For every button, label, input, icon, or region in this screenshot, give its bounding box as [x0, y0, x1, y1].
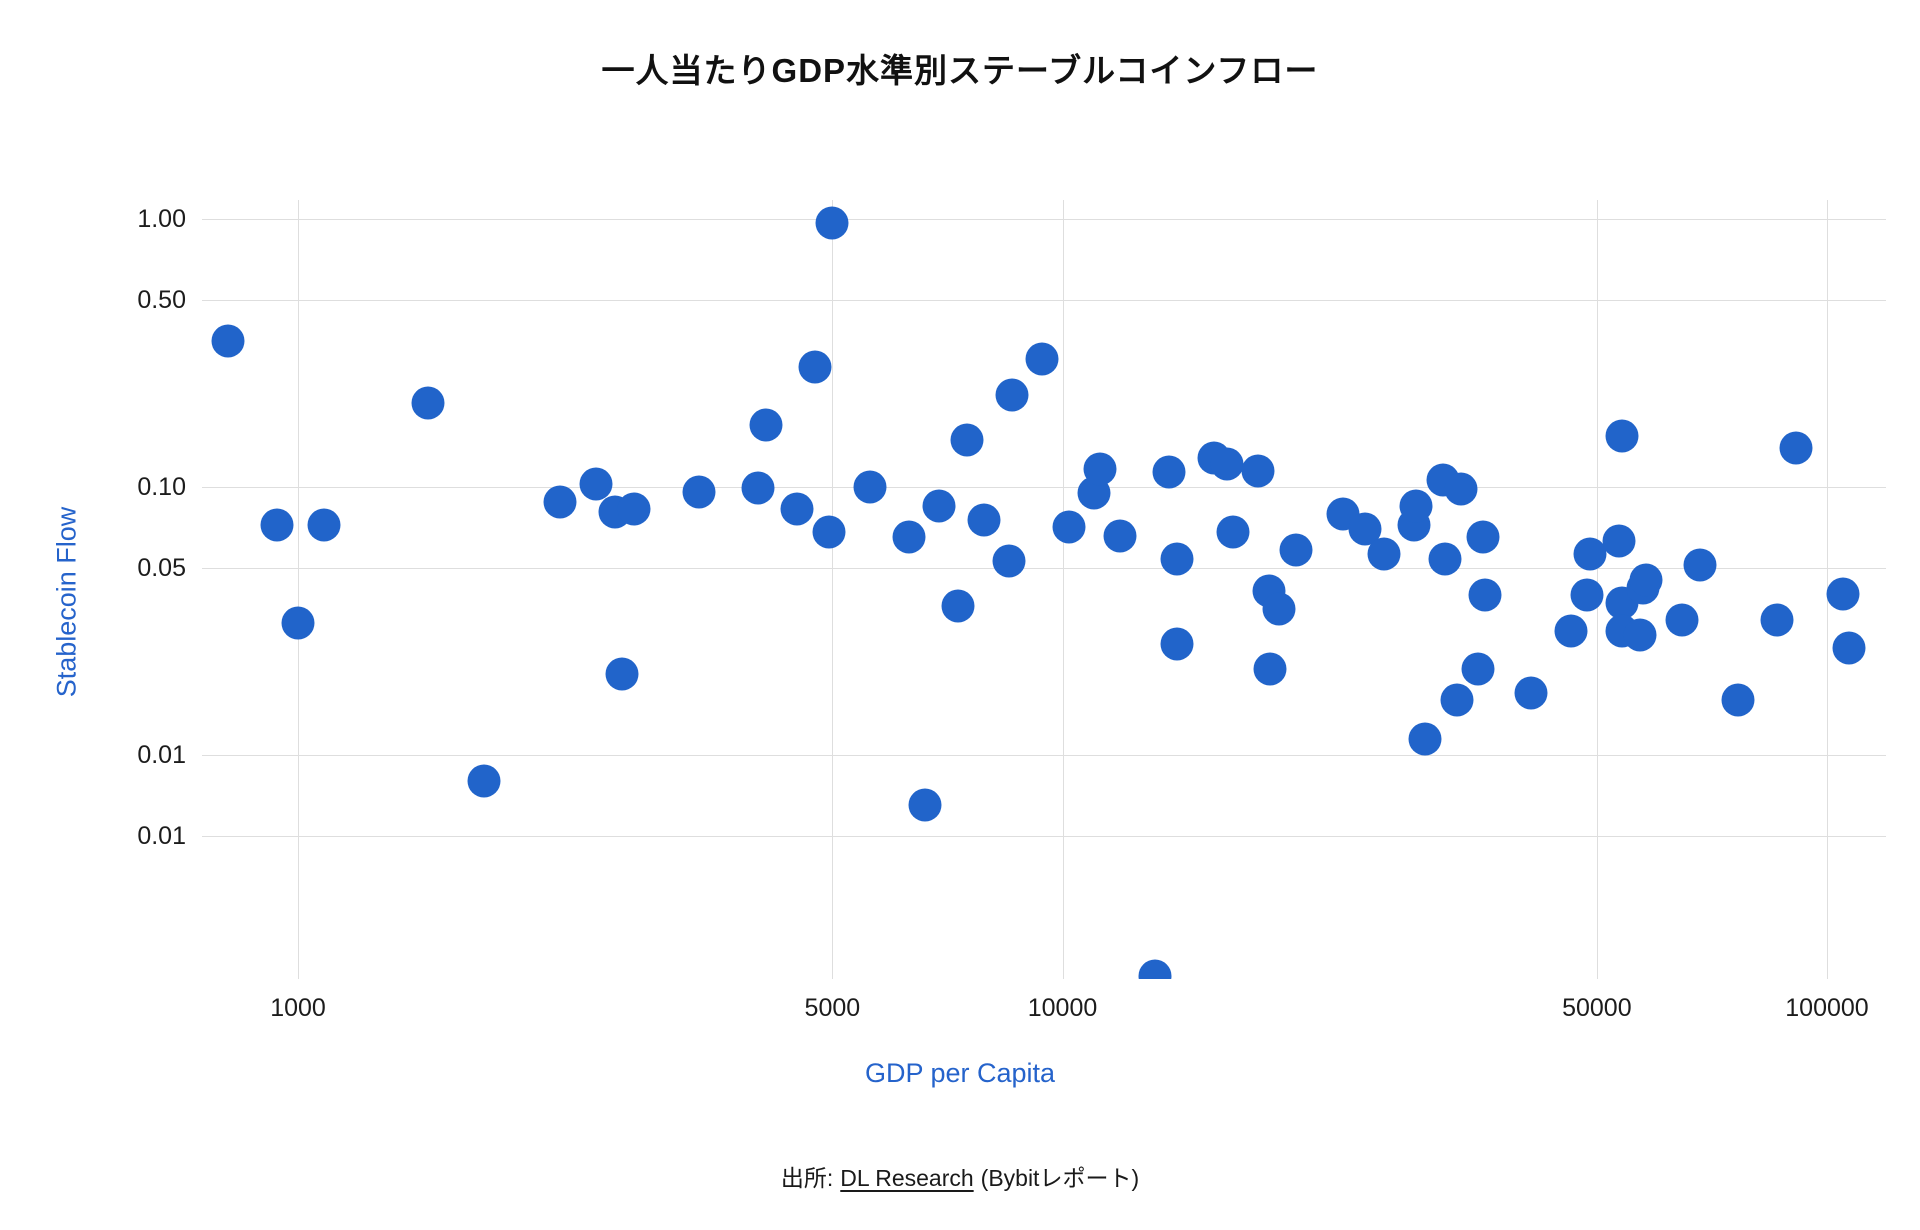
data-point[interactable] — [1160, 542, 1194, 576]
data-point[interactable] — [812, 515, 846, 549]
data-point[interactable] — [1241, 454, 1275, 488]
data-point[interactable] — [780, 492, 814, 526]
data-point[interactable] — [1832, 631, 1866, 665]
data-point[interactable] — [1428, 542, 1461, 576]
data-point[interactable] — [853, 470, 887, 504]
data-point[interactable] — [892, 520, 926, 554]
data-point[interactable] — [1279, 533, 1313, 567]
data-point[interactable] — [617, 492, 651, 526]
data-point[interactable] — [922, 489, 956, 523]
data-point[interactable] — [1138, 959, 1172, 979]
gridline-y — [202, 487, 1886, 488]
x-tick-label: 1000 — [270, 994, 326, 1022]
source-line: 出所: DL Research (Bybitレポート) — [0, 1159, 1920, 1193]
chart-title: 一人当たりGDP水準別ステーブルコインフロー — [601, 52, 1319, 89]
data-point[interactable] — [1629, 563, 1663, 597]
y-tick-label: 0.05 — [137, 553, 186, 582]
gridline-y — [202, 299, 1886, 301]
data-point[interactable] — [815, 206, 849, 240]
data-point[interactable] — [467, 764, 501, 798]
data-point[interactable] — [1683, 548, 1717, 582]
x-tick-label: 5000 — [804, 994, 861, 1022]
data-point[interactable] — [1253, 652, 1287, 686]
gridline-y — [202, 567, 1886, 569]
data-point[interactable] — [1152, 455, 1186, 489]
data-point[interactable] — [1623, 618, 1657, 652]
source-prefix: 出所: — [780, 1165, 834, 1191]
data-point[interactable] — [579, 467, 613, 501]
data-point[interactable] — [1025, 342, 1059, 376]
data-point[interactable] — [908, 788, 942, 822]
y-tick-label: 1.00 — [137, 205, 186, 233]
data-point[interactable] — [1408, 722, 1442, 756]
plot-area — [202, 200, 1886, 979]
data-point[interactable] — [1440, 683, 1474, 717]
gridline-y — [202, 755, 1886, 756]
data-point[interactable] — [281, 606, 315, 640]
data-point[interactable] — [1468, 578, 1502, 612]
data-point[interactable] — [995, 378, 1029, 412]
data-point[interactable] — [1216, 515, 1250, 549]
data-point[interactable] — [682, 475, 716, 509]
y-tick-label: 0.01 — [137, 821, 186, 850]
gridline-x — [1062, 200, 1064, 979]
gridline-x — [832, 200, 834, 979]
x-tick-label: 50000 — [1562, 994, 1632, 1022]
data-point[interactable] — [1605, 419, 1639, 453]
x-tick-label: 10000 — [1027, 994, 1098, 1022]
data-point[interactable] — [1466, 520, 1500, 554]
data-point[interactable] — [967, 503, 1001, 537]
data-point[interactable] — [307, 508, 341, 542]
x-tick-label: 100000 — [1785, 994, 1869, 1022]
data-point[interactable] — [1514, 676, 1548, 710]
data-point[interactable] — [1367, 537, 1401, 571]
data-point[interactable] — [749, 408, 783, 442]
data-point[interactable] — [1399, 489, 1433, 523]
data-point[interactable] — [1570, 578, 1604, 612]
data-point[interactable] — [950, 423, 984, 457]
data-point[interactable] — [1103, 519, 1137, 553]
x-axis-title: GDP per Capita — [864, 1058, 1056, 1088]
data-point[interactable] — [1210, 447, 1244, 481]
source-suffix: (Bybitレポート) — [980, 1165, 1140, 1191]
data-point[interactable] — [1602, 524, 1636, 558]
data-point[interactable] — [1160, 627, 1194, 661]
data-point[interactable] — [1760, 603, 1794, 637]
y-tick-label: 0.01 — [137, 741, 186, 769]
y-tick-label: 0.50 — [137, 285, 186, 314]
data-point[interactable] — [798, 350, 832, 384]
data-point[interactable] — [260, 508, 294, 542]
y-tick-label: 0.10 — [137, 473, 186, 501]
data-point[interactable] — [1721, 683, 1755, 717]
data-point[interactable] — [211, 324, 245, 358]
data-point[interactable] — [605, 657, 639, 691]
data-point[interactable] — [1573, 537, 1607, 571]
data-point[interactable] — [1554, 614, 1588, 648]
data-point[interactable] — [992, 544, 1026, 578]
data-point[interactable] — [1779, 431, 1813, 465]
gridline-x — [298, 200, 299, 979]
data-point[interactable] — [543, 485, 577, 519]
data-point[interactable] — [741, 471, 775, 505]
data-point[interactable] — [1444, 472, 1478, 506]
data-point[interactable] — [1665, 603, 1699, 637]
data-point[interactable] — [1262, 592, 1296, 626]
y-axis-title: Stablecoin Flow — [51, 506, 82, 698]
data-point[interactable] — [411, 386, 445, 420]
data-point[interactable] — [1083, 452, 1117, 486]
source-link[interactable]: DL Research — [840, 1165, 974, 1191]
data-point[interactable] — [941, 589, 975, 623]
gridline-y — [202, 219, 1886, 220]
data-point[interactable] — [1052, 510, 1086, 544]
data-point[interactable] — [1826, 577, 1860, 611]
gridline-y — [202, 835, 1886, 837]
data-point[interactable] — [1461, 652, 1495, 686]
